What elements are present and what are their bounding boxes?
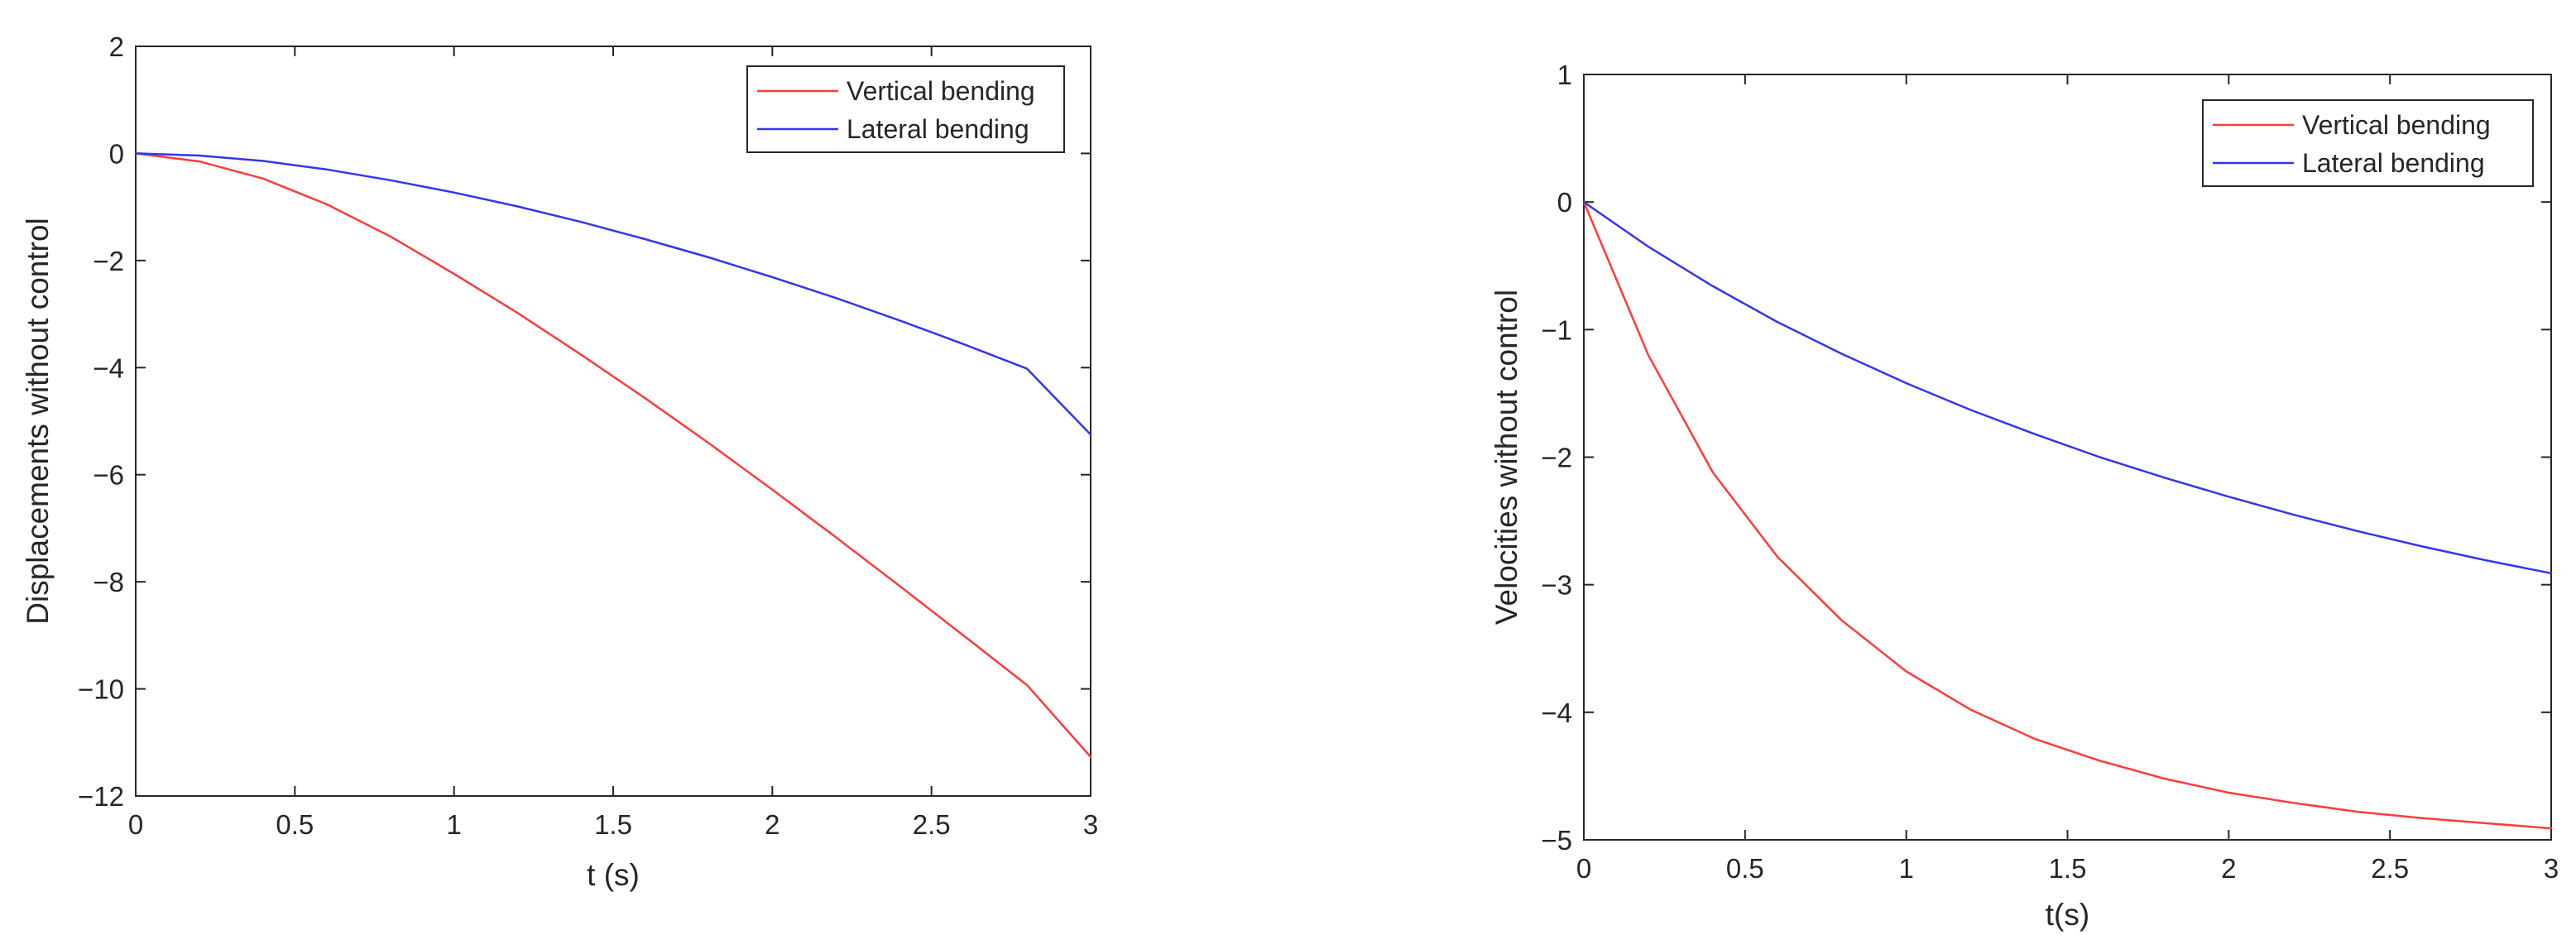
y-tick-label: −10 xyxy=(78,674,124,705)
series-line-lateral-bending xyxy=(134,152,1092,436)
series-line-vertical-bending xyxy=(134,152,1092,759)
series-line-lateral-bending xyxy=(1582,200,2553,575)
x-tick-label: 0.5 xyxy=(276,809,314,840)
x-tick-label: 2.5 xyxy=(913,809,951,840)
x-tick-label: 1.5 xyxy=(594,809,632,840)
chart-2: 0 0.5 1 1.5 2 2.5 3 1 0 −1 −2 −3 −4 −5 t(s) Velocities … xyxy=(1489,60,2559,932)
x-tick-label: 0 xyxy=(1576,853,1591,884)
x-axis-label: t (s) xyxy=(587,858,640,892)
y-tick-label: −1 xyxy=(1541,314,1572,345)
legend-label: Lateral bending xyxy=(2302,148,2485,178)
y-tick-label: −8 xyxy=(93,567,124,597)
y-tick-label: −12 xyxy=(78,781,124,812)
y-tick-label: 0 xyxy=(1557,187,1572,218)
x-tick-label: 1 xyxy=(1898,853,1913,884)
legend-box xyxy=(746,65,1065,153)
plot-area-frame xyxy=(135,46,1091,797)
series-line-vertical-bending xyxy=(1582,200,2553,830)
legend-box xyxy=(2202,99,2534,187)
y-tick-label: 0 xyxy=(109,138,124,169)
y-tick-label: −2 xyxy=(93,246,124,276)
legend: Vertical bending Lateral bending xyxy=(746,65,1065,153)
x-tick-label: 2 xyxy=(765,809,780,840)
y-tick-label: −4 xyxy=(1541,698,1572,728)
x-tick-label: 1 xyxy=(446,809,461,840)
legend: Vertical bending Lateral bending xyxy=(2202,99,2534,187)
legend-label: Vertical bending xyxy=(2302,110,2491,140)
x-tick-label: 1.5 xyxy=(2049,853,2087,884)
y-tick-label: −5 xyxy=(1541,825,1572,856)
x-tick-label: 0 xyxy=(128,809,143,840)
plot-area-frame xyxy=(1583,74,2552,841)
x-tick-label: 2 xyxy=(2221,853,2236,884)
y-tick-label: −3 xyxy=(1541,570,1572,601)
x-tick-label: 3 xyxy=(2544,853,2559,884)
x-tick-label: 2.5 xyxy=(2371,853,2409,884)
legend-label: Vertical bending xyxy=(847,76,1035,106)
y-axis-label: Velocities without control xyxy=(1489,290,1523,625)
legend-label: Lateral bending xyxy=(847,114,1029,144)
y-tick-label: −4 xyxy=(93,352,124,383)
y-axis-label: Displacements without control xyxy=(21,218,55,625)
chart-1: 0 0.5 1 1.5 2 2.5 3 2 0 −2 −4 −6 −8 −10 −12 t (s) Displa… xyxy=(21,31,1098,892)
x-tick-label: 0.5 xyxy=(1726,853,1764,884)
y-tick-label: −2 xyxy=(1541,443,1572,473)
y-tick-label: −6 xyxy=(93,460,124,491)
y-tick-label: 2 xyxy=(109,31,124,62)
y-tick-label: 1 xyxy=(1557,60,1572,90)
x-axis-label: t(s) xyxy=(2046,898,2089,932)
x-tick-label: 3 xyxy=(1083,809,1098,840)
